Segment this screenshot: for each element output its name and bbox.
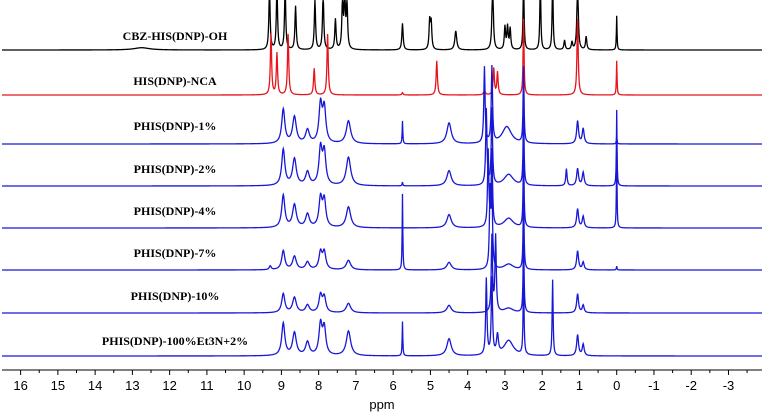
spectrum-trace-1: [2, 18, 762, 96]
trace-label-0: CBZ-HIS(DNP)-OH: [123, 29, 228, 43]
x-tick-label: 2: [539, 378, 546, 393]
x-tick-label: 5: [427, 378, 434, 393]
x-axis: 16 15 14 13 12 11 10 9 8 7 6 5 4 3 2 1 0 -1 -2 -3 ppm: [2, 369, 762, 412]
x-tick-label: 1: [576, 378, 583, 393]
x-tick-label: -3: [723, 378, 735, 393]
trace-label-1: HIS(DNP)-NCA: [133, 74, 217, 88]
x-tick-label: 8: [315, 378, 322, 393]
trace-label-5: PHIS(DNP)-7%: [134, 246, 217, 260]
x-tick-label: 15: [51, 378, 65, 393]
spectrum-trace-4: [2, 148, 762, 229]
x-tick-label: 4: [464, 378, 471, 393]
x-tick-label: 9: [278, 378, 285, 393]
x-tick-label: 14: [88, 378, 102, 393]
trace-labels: CBZ-HIS(DNP)-OH HIS(DNP)-NCA PHIS(DNP)-1% P…: [102, 29, 248, 348]
x-tick-label: 12: [162, 378, 176, 393]
x-tick-label: 13: [125, 378, 139, 393]
x-tick-label: 3: [501, 378, 508, 393]
x-tick-label: 10: [237, 378, 251, 393]
x-tick-label: 16: [13, 378, 27, 393]
x-tick-label: 6: [390, 378, 397, 393]
spectrum-trace-6: [2, 233, 762, 314]
trace-label-7: PHIS(DNP)-100%Et3N+2%: [102, 334, 248, 348]
x-axis-title: ppm: [369, 397, 394, 412]
spectrum-trace-0: [2, 0, 762, 51]
spectrum-trace-5: [2, 182, 762, 271]
x-tick-label: -2: [685, 378, 697, 393]
trace-label-4: PHIS(DNP)-4%: [134, 204, 217, 218]
trace-label-6: PHIS(DNP)-10%: [131, 289, 220, 303]
spectrum-trace-2: [2, 64, 762, 145]
x-tick-label: 7: [352, 378, 359, 393]
spectra-traces: [2, 0, 762, 357]
x-axis-ticks: 16 15 14 13 12 11 10 9 8 7 6 5 4 3 2 1 0 -1 -2 -3: [13, 370, 748, 393]
trace-label-2: PHIS(DNP)-1%: [134, 119, 217, 133]
trace-label-3: PHIS(DNP)-2%: [134, 162, 217, 176]
x-tick-label: 0: [613, 378, 620, 393]
x-tick-label: -1: [648, 378, 660, 393]
x-tick-label: 11: [200, 378, 214, 393]
spectrum-trace-7: [2, 276, 762, 357]
spectrum-trace-3: [2, 107, 762, 187]
